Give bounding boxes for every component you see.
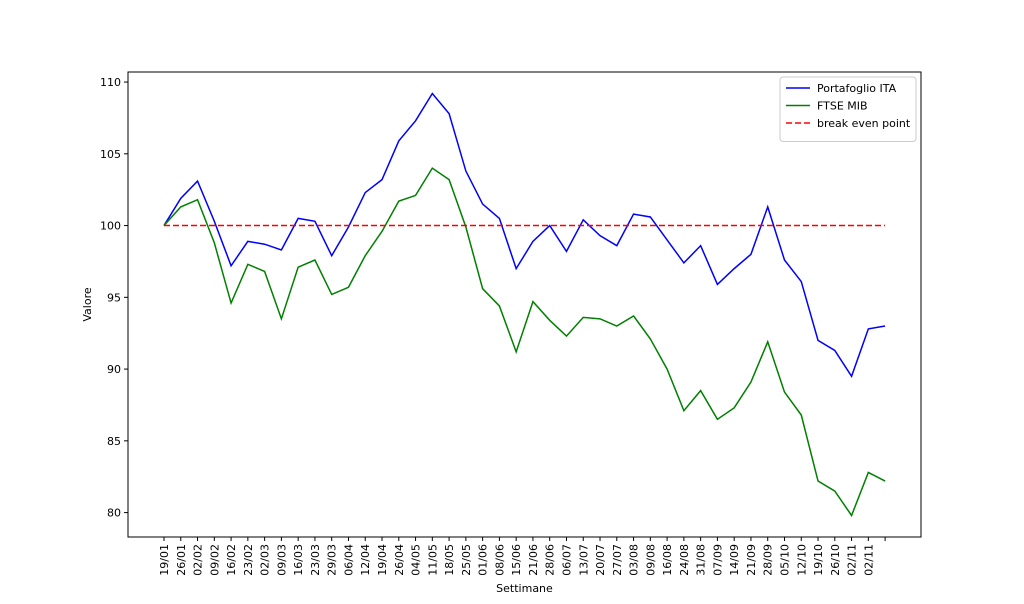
x-tick-label: 28/06 xyxy=(544,544,557,576)
x-tick-label: 25/05 xyxy=(460,544,473,576)
x-tick-label: 19/01 xyxy=(158,544,171,576)
series-line-ftse-mib xyxy=(163,167,886,518)
y-tick-label: 80 xyxy=(107,507,121,520)
x-tick-label: 14/09 xyxy=(728,544,741,576)
x-axis-label: Settimane xyxy=(496,582,553,595)
x-tick-label: 18/05 xyxy=(443,544,456,576)
x-tick-label: 23/02 xyxy=(242,544,255,576)
legend: Portafoglio ITA FTSE MIB break even point xyxy=(779,76,917,142)
x-tick-label: 13/07 xyxy=(577,544,590,576)
y-tick-label: 85 xyxy=(107,435,121,448)
x-tick-label: 03/08 xyxy=(628,544,641,576)
y-axis-label: Valore xyxy=(81,287,94,321)
x-tick-label: 09/03 xyxy=(275,544,288,576)
y-tick-label: 90 xyxy=(107,363,121,376)
x-tick-label: 07/09 xyxy=(711,544,724,576)
x-tick-label: 26/04 xyxy=(393,544,406,576)
x-tick-label: 12/10 xyxy=(795,544,808,576)
x-tick-label: 02/11 xyxy=(846,544,859,576)
y-tick-label: 95 xyxy=(107,291,121,304)
x-tick-label: 01/06 xyxy=(477,544,490,576)
x-tick-label: 16/02 xyxy=(225,544,238,576)
x-tick-label: 31/08 xyxy=(695,544,708,576)
x-tick-label: 29/03 xyxy=(326,544,339,576)
y-tick-label: 110 xyxy=(100,76,121,89)
legend-box xyxy=(779,76,917,142)
y-tick-label: 105 xyxy=(100,148,121,161)
x-tick-label: 19/10 xyxy=(812,544,825,576)
x-tick-label: 23/03 xyxy=(309,544,322,576)
x-tick-label: 15/06 xyxy=(510,544,523,576)
x-tick-label: 04/05 xyxy=(410,544,423,576)
x-tick-label: 06/04 xyxy=(342,544,355,576)
series-line-portafoglio-ita xyxy=(163,92,886,378)
x-axis: 19/01 26/01 02/02 09/02 16/02 23/02 02/03 09/03… xyxy=(158,537,886,576)
x-tick-label: 21/09 xyxy=(745,544,758,576)
x-tick-label: 16/03 xyxy=(292,544,305,576)
x-tick-label: 21/06 xyxy=(527,544,540,576)
plot-frame xyxy=(127,71,922,538)
x-tick-label: 16/08 xyxy=(661,544,674,576)
x-tick-label: 02/03 xyxy=(259,544,272,576)
x-tick-label: 24/08 xyxy=(678,544,691,576)
x-tick-label: 09/02 xyxy=(208,544,221,576)
x-tick-label: 02/11 xyxy=(862,544,875,576)
x-tick-label: 28/09 xyxy=(762,544,775,576)
legend-label: break even point xyxy=(817,117,911,130)
legend-label: Portafoglio ITA xyxy=(817,82,897,95)
x-tick-label: 08/06 xyxy=(493,544,506,576)
legend-label: FTSE MIB xyxy=(817,100,868,113)
x-tick-label: 09/08 xyxy=(644,544,657,576)
plot-lines xyxy=(163,92,886,518)
x-tick-label: 19/04 xyxy=(376,544,389,576)
y-tick-label: 100 xyxy=(100,220,121,233)
x-tick-label: 26/01 xyxy=(175,544,188,576)
x-tick-label: 20/07 xyxy=(594,544,607,576)
x-tick-label: 27/07 xyxy=(611,544,624,576)
x-tick-label: 05/10 xyxy=(778,544,791,576)
y-axis: 80 85 90 95 100 105 110 xyxy=(100,76,128,520)
x-tick-label: 02/02 xyxy=(192,544,205,576)
x-tick-label: 26/10 xyxy=(829,544,842,576)
x-tick-label: 12/04 xyxy=(359,544,372,576)
x-tick-label: 11/05 xyxy=(426,544,439,576)
x-tick-label: 06/07 xyxy=(560,544,573,576)
